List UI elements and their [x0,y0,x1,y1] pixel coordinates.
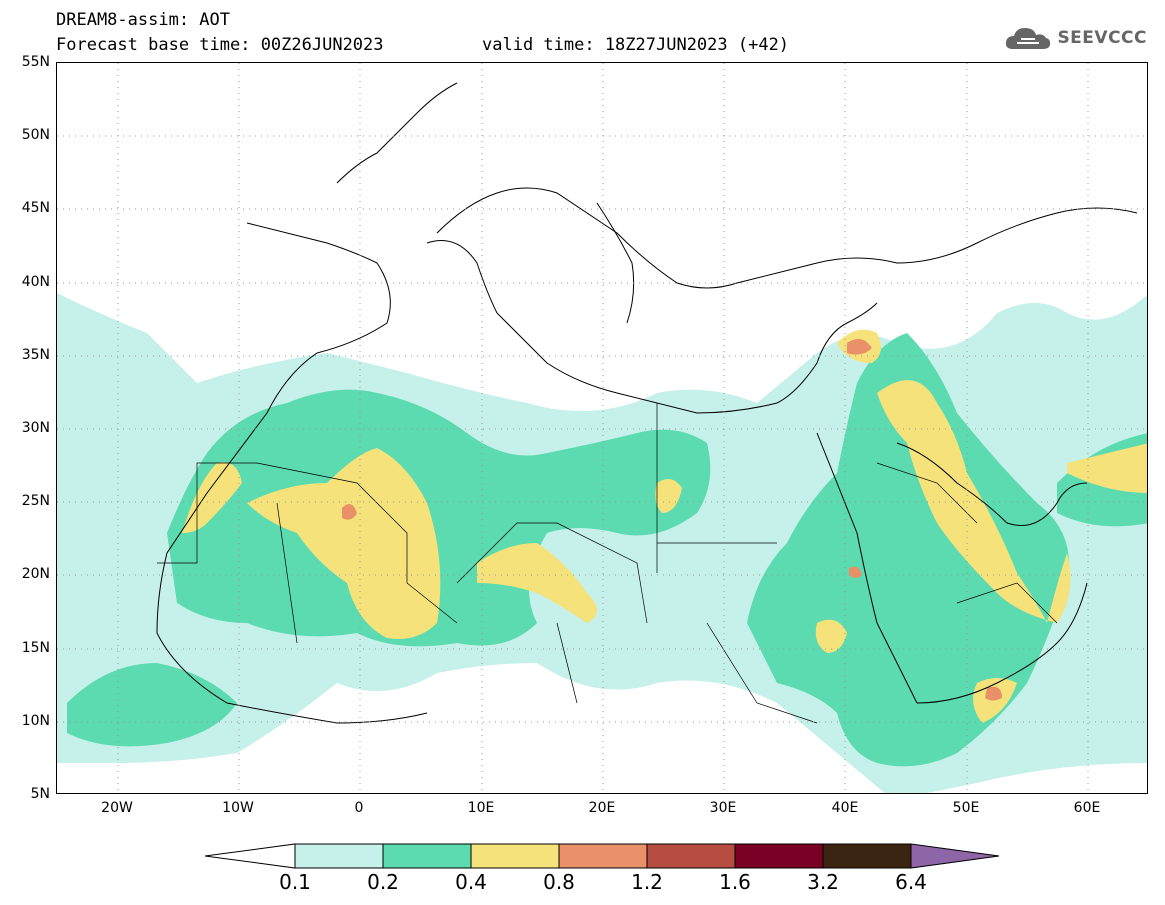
coastlines [156,82,1138,724]
seevccc-logo: SEEVCCC [1003,22,1147,54]
graticule [57,63,1147,793]
colorbar-arrow-high [910,843,1000,869]
lon-label: 50E [952,800,980,816]
lon-label: 10E [467,800,495,816]
lat-label: 10N [21,713,50,729]
colorbar-swatch [822,843,912,869]
aot-band-yellow [247,448,441,639]
aot-band-orange-2 [847,339,872,355]
colorbar-label: 0.1 [279,870,311,894]
colorbar-swatch [470,843,560,869]
lon-label: 40E [831,800,859,816]
colorbar-label: 0.4 [455,870,487,894]
aot-band-yellow-4 [877,380,1071,623]
lon-label: 20E [588,800,616,816]
aot-band-orange [342,504,357,520]
aot-band-yellow-3 [477,543,597,623]
lon-label: 60E [1073,800,1101,816]
colorbar-label: 3.2 [807,870,839,894]
country-borders [157,403,1058,724]
aot-band-orange-3 [985,686,1002,701]
aot-band-green [167,389,711,647]
aot-band-yellow-6 [1067,443,1147,493]
colorbar-arrow-low [205,843,296,869]
colorbar-label: 6.4 [895,870,927,894]
aot-band-yellow-8 [815,619,847,653]
lon-label: 20W [101,800,133,816]
forecast-base-time: Forecast base time: 00Z26JUN2023 [56,35,384,55]
aot-map [56,62,1148,794]
colorbar-label: 1.6 [719,870,751,894]
colorbar-label: 1.2 [631,870,663,894]
colorbar-label: 0.8 [543,870,575,894]
aot-band-yellow-9 [655,479,682,513]
colorbar-swatch [558,843,648,869]
lon-label: 30E [709,800,737,816]
map-title: DREAM8-assim: AOT [56,10,230,30]
lat-label: 5N [30,786,50,802]
lat-label: 40N [21,274,50,290]
lat-label: 30N [21,420,50,436]
valid-time: valid time: 18Z27JUN2023 (+42) [482,35,790,55]
aot-band-green-2 [747,333,1069,767]
colorbar-swatch [294,843,384,869]
lat-label: 25N [21,493,50,509]
lon-label: 0 [354,800,364,816]
cloud-icon [1006,28,1051,49]
lat-label: 35N [21,347,50,363]
colorbar-label: 0.2 [367,870,399,894]
colorbar-swatch [382,843,472,869]
map-canvas [57,63,1147,793]
lat-label: 15N [21,640,50,656]
colorbar [205,843,1000,869]
colorbar-swatch [734,843,824,869]
lat-label: 45N [21,200,50,216]
logo-text: SEEVCCC [1057,28,1147,48]
aot-band-orange-4 [849,566,862,578]
lat-label: 55N [21,54,50,70]
aot-shading [57,293,1147,793]
aot-band-green-3 [67,663,237,747]
lon-label: 10W [222,800,254,816]
lat-label: 20N [21,566,50,582]
lat-label: 50N [21,127,50,143]
colorbar-swatch [646,843,736,869]
